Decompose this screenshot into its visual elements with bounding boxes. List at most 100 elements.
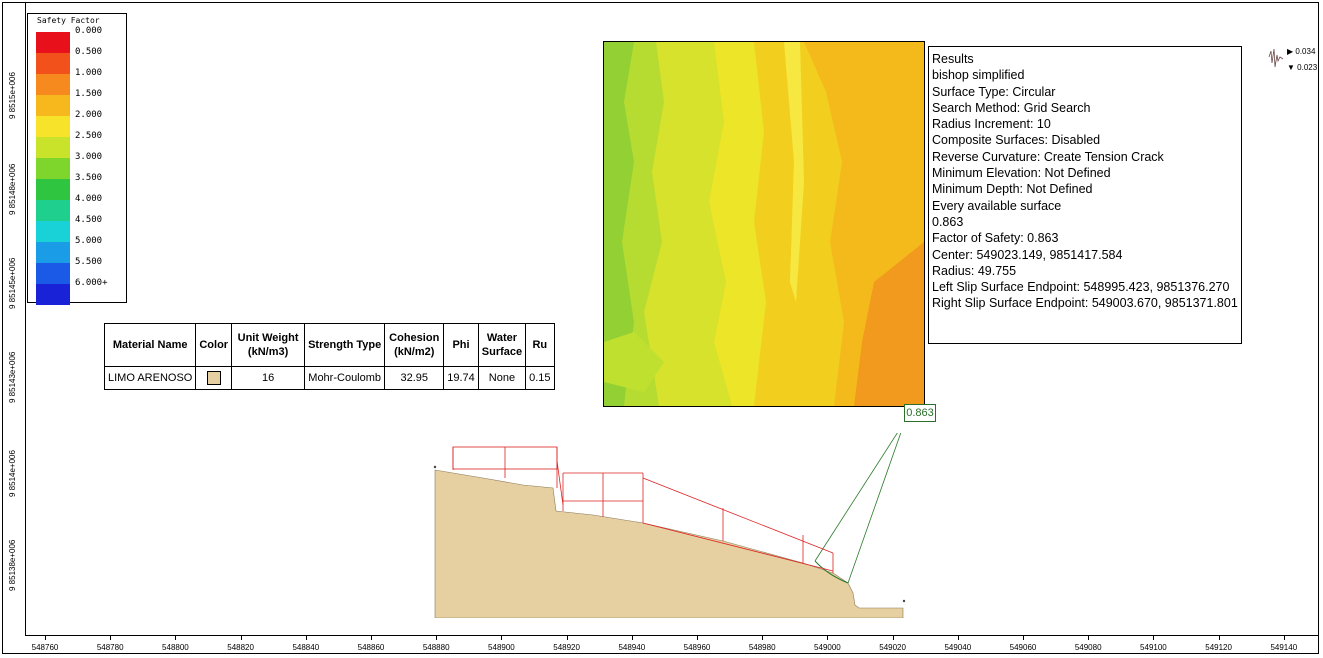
legend-entry: 0.000 bbox=[36, 26, 124, 53]
legend-label: 4.000 bbox=[75, 194, 103, 204]
legend-entry: 0.500 bbox=[36, 47, 124, 74]
x-tick-label: 548760 bbox=[31, 643, 59, 652]
results-line: Surface Type: Circular bbox=[932, 84, 1056, 99]
cell-strength-type: Mohr-Coulomb bbox=[304, 366, 386, 390]
legend-swatch bbox=[36, 179, 70, 200]
legend-entry: 5.000 bbox=[36, 236, 124, 263]
x-tick-label: 549000 bbox=[814, 643, 841, 652]
header-water-surface: Water Surface bbox=[477, 323, 527, 367]
header-ru: Ru bbox=[525, 323, 555, 367]
x-tick-label: 548940 bbox=[618, 643, 646, 652]
x-tick-mark bbox=[697, 636, 698, 640]
legend-label: 1.500 bbox=[75, 89, 103, 99]
x-tick-label: 549100 bbox=[1140, 643, 1167, 652]
mini-chart-bottom-label: ▼ 0.023 bbox=[1287, 63, 1318, 72]
x-tick-label: 548900 bbox=[488, 643, 515, 652]
x-tick-label: 549080 bbox=[1074, 643, 1102, 652]
slope-cross-section[interactable] bbox=[423, 433, 923, 618]
safety-factor-contour-grid[interactable] bbox=[603, 41, 925, 407]
legend-title: Safety Factor bbox=[37, 16, 100, 25]
cell-water-surface: None bbox=[477, 366, 527, 390]
y-axis-ruler: 9 8515e+006 9 85148e+006 9 85145e+006 9 … bbox=[3, 3, 26, 635]
x-tick-mark bbox=[631, 636, 633, 640]
y-tick-label: 9 8515e+006 bbox=[8, 72, 17, 119]
x-tick-label: 548840 bbox=[292, 643, 320, 652]
x-tick-label: 548880 bbox=[422, 643, 450, 652]
results-line: 0.863 bbox=[932, 214, 964, 229]
legend-swatch bbox=[36, 74, 70, 95]
x-tick-mark bbox=[436, 636, 438, 640]
x-tick-mark bbox=[1218, 636, 1220, 640]
legend-entry: 6.000+ bbox=[36, 278, 124, 305]
x-tick-mark bbox=[1023, 636, 1024, 640]
x-tick-label: 549060 bbox=[1009, 643, 1037, 652]
legend-label: 2.000 bbox=[75, 110, 103, 120]
legend-label: 5.500 bbox=[75, 257, 103, 267]
x-tick-mark bbox=[762, 636, 764, 640]
results-line: Minimum Elevation: Not Defined bbox=[932, 166, 1111, 181]
cell-ru: 0.15 bbox=[525, 366, 555, 390]
x-tick-mark bbox=[892, 636, 894, 640]
waveform-icon bbox=[1268, 48, 1284, 68]
header-cohesion: Cohesion (kN/m2) bbox=[384, 323, 445, 367]
material-color-swatch bbox=[206, 371, 221, 385]
x-tick-mark bbox=[1153, 636, 1155, 640]
table-row: LIMO ARENOSO 16 Mohr-Coulomb 32.95 19.74… bbox=[103, 366, 555, 390]
legend-swatch bbox=[36, 242, 70, 263]
x-tick-label: 549140 bbox=[1270, 643, 1298, 652]
cell-phi: 19.74 bbox=[443, 366, 479, 390]
x-tick-label: 548800 bbox=[162, 643, 189, 652]
y-tick-label: 9 85148e+006 bbox=[8, 163, 17, 215]
header-phi: Phi bbox=[443, 323, 479, 367]
mini-chart-top-label: ▶ 0.034 bbox=[1287, 47, 1316, 56]
legend-entry: 2.500 bbox=[36, 131, 124, 158]
results-line: Left Slip Surface Endpoint: 548995.423, … bbox=[932, 280, 1230, 295]
header-color: Color bbox=[195, 323, 233, 367]
x-tick-label: 548860 bbox=[357, 643, 385, 652]
legend-entry: 1.500 bbox=[36, 89, 124, 116]
x-tick-mark bbox=[957, 636, 959, 640]
legend-entry: 4.000 bbox=[36, 194, 124, 221]
x-tick-mark bbox=[566, 636, 568, 640]
results-line: Search Method: Grid Search bbox=[932, 100, 1091, 115]
results-line: Reverse Curvature: Create Tension Crack bbox=[932, 149, 1164, 164]
legend-entry: 3.000 bbox=[36, 152, 124, 179]
legend-swatch bbox=[36, 284, 70, 305]
legend-label: 3.500 bbox=[75, 173, 103, 183]
legend-swatch bbox=[36, 32, 70, 53]
legend-label: 0.500 bbox=[75, 47, 103, 57]
x-tick-mark bbox=[1283, 636, 1285, 640]
legend-label: 1.000 bbox=[75, 68, 103, 78]
y-tick-label: 9 8514e+006 bbox=[8, 450, 17, 497]
factor-of-safety-label[interactable]: 0.863 bbox=[904, 404, 936, 422]
x-tick-label: 548780 bbox=[96, 643, 124, 652]
x-tick-mark bbox=[45, 636, 46, 640]
cell-color bbox=[195, 366, 233, 390]
x-tick-label: 548820 bbox=[227, 643, 254, 652]
results-panel: Results bishop simplified Surface Type: … bbox=[928, 46, 1242, 344]
legend-swatch bbox=[36, 200, 70, 221]
legend-label: 5.000 bbox=[75, 236, 103, 246]
safety-factor-legend: Safety Factor 0.000 0.500 1.000 1.500 2.000 2… bbox=[27, 13, 127, 305]
y-tick-label: 9 85138e+006 bbox=[8, 539, 17, 591]
x-tick-mark bbox=[305, 636, 307, 640]
results-line: Right Slip Surface Endpoint: 549003.670,… bbox=[932, 296, 1238, 311]
table-header-row: Material Name Color Unit Weight (kN/m3) … bbox=[103, 323, 555, 367]
legend-label: 6.000+ bbox=[75, 278, 108, 288]
x-tick-label: 548980 bbox=[748, 643, 776, 652]
header-material-name: Material Name bbox=[103, 323, 197, 367]
x-tick-mark bbox=[110, 636, 112, 640]
x-tick-label: 549040 bbox=[944, 643, 972, 652]
x-tick-label: 548960 bbox=[683, 643, 711, 652]
legend-label: 4.500 bbox=[75, 215, 103, 225]
legend-entry: 3.500 bbox=[36, 173, 124, 200]
legend-entry: 2.000 bbox=[36, 110, 124, 137]
results-line: Minimum Depth: Not Defined bbox=[932, 182, 1093, 197]
legend-swatch bbox=[36, 158, 70, 179]
legend-entry: 1.000 bbox=[36, 68, 124, 95]
results-line: Radius: 49.755 bbox=[932, 263, 1017, 278]
results-line: Composite Surfaces: Disabled bbox=[932, 133, 1101, 148]
results-line: Center: 549023.149, 9851417.584 bbox=[932, 247, 1123, 262]
x-axis-ruler: 548760 548780 548800 548820 548840 548860 5488… bbox=[25, 635, 1318, 653]
